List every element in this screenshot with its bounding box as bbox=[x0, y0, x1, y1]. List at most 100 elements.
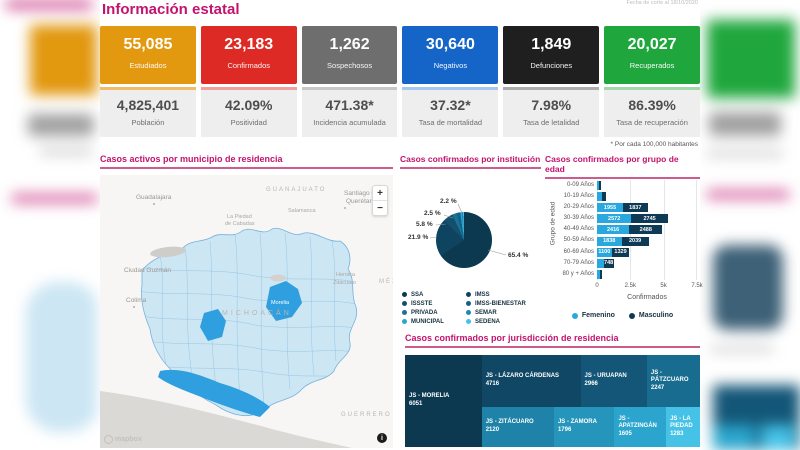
map-panel-title: Casos activos por municipio de residenci… bbox=[100, 154, 283, 164]
rate-label: Positividad bbox=[230, 118, 267, 127]
legend-dot bbox=[402, 319, 407, 324]
label-colima: Colima bbox=[126, 297, 147, 304]
stat-card-negativos: 30,640 Negativos bbox=[402, 26, 499, 84]
label-zitacuaro: Heroica bbox=[336, 272, 356, 278]
rate-value: 86.39% bbox=[628, 97, 676, 113]
treemap-cell-la-piedad: JS - LA PIEDAD 1283 bbox=[666, 407, 700, 447]
pie-pct-issste: 5.8 % bbox=[416, 221, 433, 228]
age-bar-row bbox=[597, 180, 697, 191]
ocean-shape bbox=[100, 391, 352, 448]
blurred-right-strip bbox=[703, 0, 800, 450]
stat-value: 20,027 bbox=[627, 36, 677, 53]
map-panel: Casos activos por municipio de residenci… bbox=[100, 154, 393, 448]
treemap-cell-zamora: JS - ZAMORA 1796 bbox=[553, 407, 615, 447]
age-panel-title: Casos confirmados por grupo de edad bbox=[545, 154, 679, 174]
age-group-panel: Casos confirmados por grupo de edad Grup… bbox=[545, 154, 703, 335]
stat-card-confirmados: 23,183 Confirmados bbox=[200, 26, 297, 84]
rate-label: Tasa de letalidad bbox=[523, 118, 580, 127]
rate-value: 7.98% bbox=[531, 97, 572, 113]
map-canvas[interactable]: Guadalajara Santiago de Querétaro Ciudad… bbox=[100, 175, 393, 448]
age-bar-chart: 1955 1837 2572 2745 2416 2488 1838 2039 1100… bbox=[597, 180, 697, 280]
rate-card-row: 4,825,401 Población 42.09% Positividad 4… bbox=[100, 87, 700, 137]
pie-pct-imss: 21.9 % bbox=[408, 234, 429, 241]
rate-card-recuperacion: 86.39% Tasa de recuperación bbox=[604, 87, 700, 137]
label-michoacan: MICHOACÁN bbox=[222, 308, 292, 317]
age-bar-row: 2572 2745 bbox=[597, 213, 697, 224]
age-bar-row: 1838 2039 bbox=[597, 235, 697, 246]
map-city-labels: Guadalajara Santiago de Querétaro Ciudad… bbox=[124, 190, 379, 308]
mapbox-logo-icon bbox=[104, 435, 113, 444]
age-tick-label: 50-59 Años bbox=[563, 237, 594, 244]
age-tick-label: 0-09 Años bbox=[566, 182, 594, 188]
label-queretaro: Santiago de bbox=[344, 190, 379, 197]
x-tick: 2.5k bbox=[624, 283, 636, 289]
svg-text:Zitácuaro: Zitácuaro bbox=[333, 280, 356, 286]
panel-rule bbox=[405, 346, 700, 348]
zoom-in-button[interactable]: + bbox=[373, 186, 387, 201]
rate-value: 4,825,401 bbox=[116, 97, 180, 113]
x-tick: 5k bbox=[660, 283, 667, 289]
treemap-cell-lazaro-cardenas: JS - LÁZARO CÁRDENAS 4716 bbox=[481, 355, 581, 408]
panel-rule bbox=[400, 167, 541, 169]
rate-card-mortalidad: 37.32* Tasa de mortalidad bbox=[402, 87, 499, 137]
age-tick-label: 60-69 Años bbox=[563, 248, 594, 255]
treemap-cell-uruapan: JS - URUAPAN 2966 bbox=[580, 355, 647, 408]
zoom-out-button[interactable]: − bbox=[377, 202, 383, 214]
age-tick-label: 70-79 Años bbox=[563, 259, 594, 266]
legend-label: PRIVADA bbox=[411, 309, 438, 316]
rate-label: Tasa de mortalidad bbox=[418, 118, 483, 127]
municipality-uruapan bbox=[200, 309, 226, 341]
page-title: Información estatal bbox=[102, 1, 240, 18]
label-morelia: Morelia bbox=[271, 300, 290, 306]
stat-card-recuperados: 20,027 Recuperados bbox=[604, 26, 700, 84]
municipality-morelia bbox=[266, 281, 302, 321]
rate-card-letalidad: 7.98% Tasa de letalidad bbox=[503, 87, 600, 137]
label-guanajuato: GUANAJUATO bbox=[266, 187, 326, 193]
stat-card-estudiados: 55,085 Estudiados bbox=[100, 26, 196, 84]
dashboard-content: Información estatal Fecha de corte al 18… bbox=[100, 0, 703, 450]
stat-value: 1,849 bbox=[531, 36, 572, 53]
info-button[interactable]: i bbox=[377, 433, 387, 443]
age-bar-row: 1100 1329 bbox=[597, 247, 697, 258]
stat-label: Defunciones bbox=[530, 61, 573, 70]
treemap-cell-apatzingan: JS - APATZINGÁN 1605 bbox=[614, 407, 667, 447]
label-mexico: MÉXI bbox=[379, 278, 393, 285]
age-bar-row bbox=[597, 191, 697, 202]
svg-text:Querétaro: Querétaro bbox=[346, 198, 376, 205]
age-tick-label: 40-49 Años bbox=[563, 226, 594, 233]
per-100k-footnote: * Por cada 100,000 habitantes bbox=[610, 141, 698, 148]
stat-card-defunciones: 1,849 Defunciones bbox=[503, 26, 600, 84]
label-guadalajara: Guadalajara bbox=[136, 194, 172, 201]
age-bar-row: 748 bbox=[597, 258, 697, 269]
legend-label: IMSS bbox=[475, 291, 490, 298]
treemap: JS - MORELIA 6051 JS - LÁZARO CÁRDENAS 471… bbox=[405, 355, 700, 447]
mapbox-attribution[interactable]: mapbox bbox=[104, 435, 142, 444]
pie-pct-ssa: 65.4 % bbox=[508, 252, 529, 259]
age-axis-labels: 0-09 Años 10-19 Años 20-29 Años 30-39 Añ… bbox=[545, 180, 594, 280]
stat-label: Recuperados bbox=[629, 61, 675, 70]
legend-dot bbox=[402, 301, 407, 306]
legend-label: SEMAR bbox=[475, 309, 497, 316]
institution-pie-panel: Casos confirmados por institución 65.4 %… bbox=[400, 154, 541, 335]
rate-card-positividad: 42.09% Positividad bbox=[200, 87, 297, 137]
legend-label: Femenino bbox=[581, 312, 615, 319]
age-bar-row: 2416 2488 bbox=[597, 224, 697, 235]
age-tick-label: 20-29 Años bbox=[563, 204, 594, 211]
legend-label: Masculino bbox=[638, 312, 674, 319]
stat-value: 23,183 bbox=[224, 36, 274, 53]
legend-dot-masculino bbox=[628, 312, 635, 319]
panel-rule bbox=[545, 177, 700, 179]
rate-card-poblacion: 4,825,401 Población bbox=[100, 87, 196, 137]
stat-value: 55,085 bbox=[123, 36, 173, 53]
pie-legend-col2: IMSS IMSS-BIENESTAR SEMAR SEDENA bbox=[466, 290, 536, 326]
legend-dot bbox=[466, 301, 471, 306]
x-tick: 7.5k bbox=[691, 283, 703, 289]
stat-label: Confirmados bbox=[227, 61, 270, 70]
x-axis-title: Confirmados bbox=[627, 294, 667, 301]
x-tick: 0 bbox=[595, 283, 599, 289]
panel-rule bbox=[100, 167, 393, 169]
rate-label: Tasa de recuperación bbox=[616, 118, 688, 127]
pie-pct-imss-bienestar: 2.2 % bbox=[440, 198, 457, 205]
